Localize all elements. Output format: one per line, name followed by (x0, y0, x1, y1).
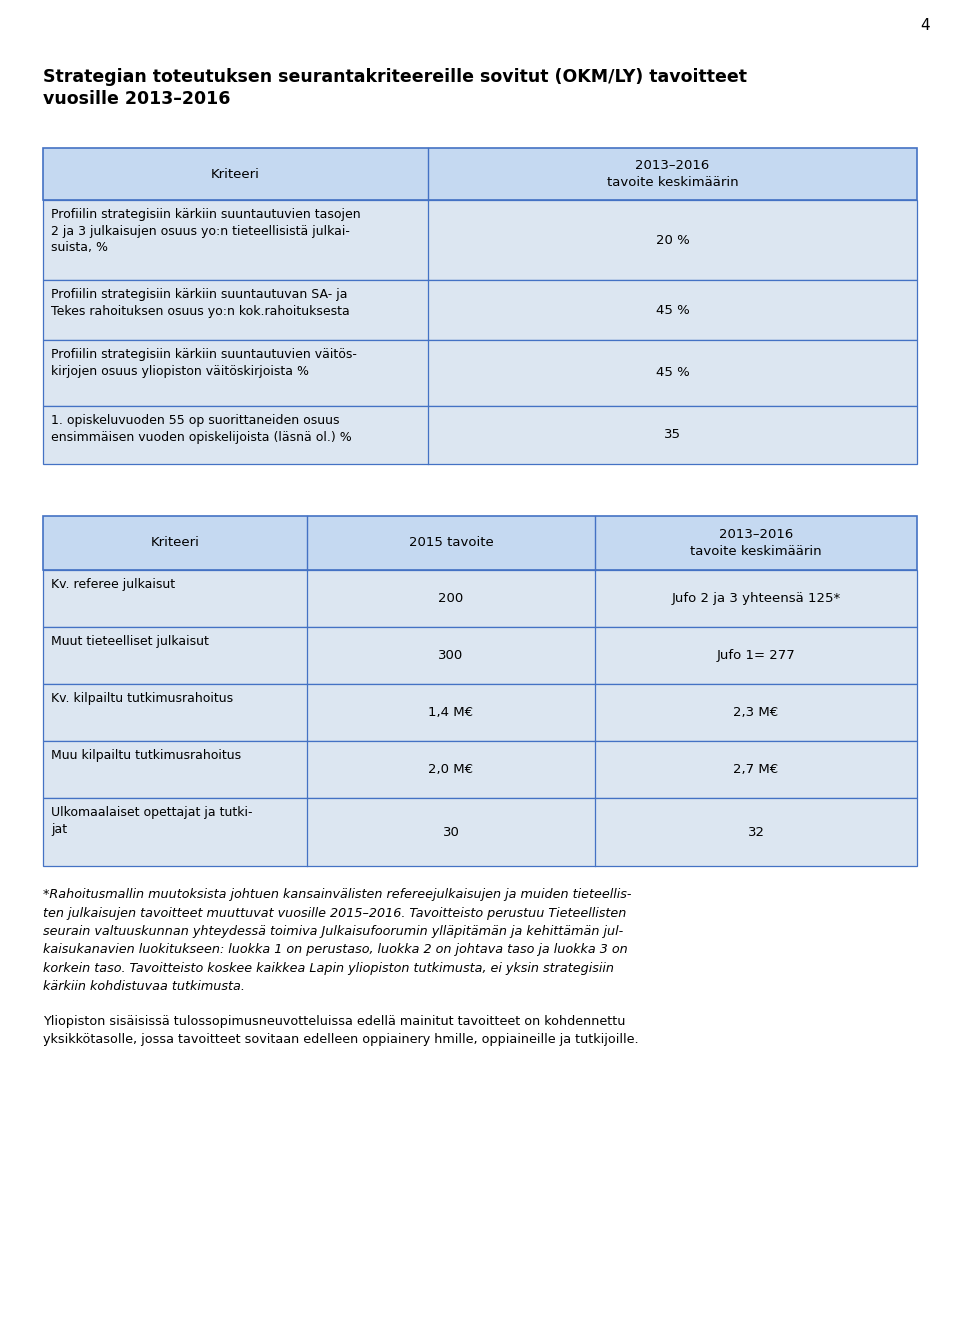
Text: 35: 35 (664, 429, 681, 441)
Text: 30: 30 (443, 826, 460, 839)
Bar (43, 798, 917, 866)
Text: 45 %: 45 % (656, 366, 689, 380)
Text: Jufo 1= 277: Jufo 1= 277 (716, 649, 796, 662)
Text: Kv. referee julkaisut: Kv. referee julkaisut (51, 578, 175, 591)
Text: 2015 tavoite: 2015 tavoite (409, 537, 493, 550)
Text: 1. opiskeluvuoden 55 op suorittaneiden osuus
ensimmäisen vuoden opiskelijoista (: 1. opiskeluvuoden 55 op suorittaneiden o… (51, 414, 351, 444)
Text: 2013–2016
tavoite keskimäärin: 2013–2016 tavoite keskimäärin (607, 160, 738, 189)
Text: Muut tieteelliset julkaisut: Muut tieteelliset julkaisut (51, 635, 209, 647)
Text: Profiilin strategisiin kärkiin suuntautuvan SA- ja
Tekes rahoituksen osuus yo:n : Profiilin strategisiin kärkiin suuntautu… (51, 288, 349, 317)
Text: Jufo 2 ja 3 yhteensä 125*: Jufo 2 ja 3 yhteensä 125* (671, 591, 841, 605)
Text: Profiilin strategisiin kärkiin suuntautuvien tasojen
2 ja 3 julkaisujen osuus yo: Profiilin strategisiin kärkiin suuntautu… (51, 208, 361, 254)
Bar (43, 340, 917, 406)
Text: Muu kilpailtu tutkimusrahoitus: Muu kilpailtu tutkimusrahoitus (51, 749, 241, 762)
Text: Strategian toteutuksen seurantakriteereille sovitut (OKM/LY) tavoitteet: Strategian toteutuksen seurantakriteerei… (43, 68, 747, 87)
Text: *Rahoitusmallin muutoksista johtuen kansainvälisten refereejulkaisujen ja muiden: *Rahoitusmallin muutoksista johtuen kans… (43, 888, 632, 994)
Text: vuosille 2013–2016: vuosille 2013–2016 (43, 91, 230, 108)
Text: Kv. kilpailtu tutkimusrahoitus: Kv. kilpailtu tutkimusrahoitus (51, 693, 233, 705)
Text: Ulkomaalaiset opettajat ja tutki-
jat: Ulkomaalaiset opettajat ja tutki- jat (51, 806, 252, 835)
Text: 2013–2016
tavoite keskimäärin: 2013–2016 tavoite keskimäärin (690, 529, 822, 558)
Text: Kriteeri: Kriteeri (151, 537, 200, 550)
Text: 20 %: 20 % (656, 233, 689, 246)
Bar (43, 200, 917, 280)
Text: 2,7 M€: 2,7 M€ (733, 763, 779, 777)
Text: 45 %: 45 % (656, 304, 689, 317)
Bar (43, 280, 917, 340)
Text: 2,0 M€: 2,0 M€ (428, 763, 473, 777)
Text: 4: 4 (921, 19, 930, 33)
Bar (43, 406, 917, 464)
Text: 32: 32 (748, 826, 764, 839)
Text: 300: 300 (439, 649, 464, 662)
Text: 1,4 M€: 1,4 M€ (428, 706, 473, 719)
Bar (43, 570, 917, 627)
Bar (43, 741, 917, 798)
Text: 200: 200 (439, 591, 464, 605)
Bar (43, 685, 917, 741)
Text: 2,3 M€: 2,3 M€ (733, 706, 779, 719)
Bar (43, 515, 917, 570)
Text: Yliopiston sisäisissä tulossopimusneuvotteluissa edellä mainitut tavoitteet on k: Yliopiston sisäisissä tulossopimusneuvot… (43, 1015, 638, 1047)
Bar (43, 148, 917, 200)
Bar (43, 627, 917, 685)
Text: Profiilin strategisiin kärkiin suuntautuvien väitös-
kirjojen osuus yliopiston v: Profiilin strategisiin kärkiin suuntautu… (51, 348, 357, 377)
Text: Kriteeri: Kriteeri (211, 168, 260, 181)
